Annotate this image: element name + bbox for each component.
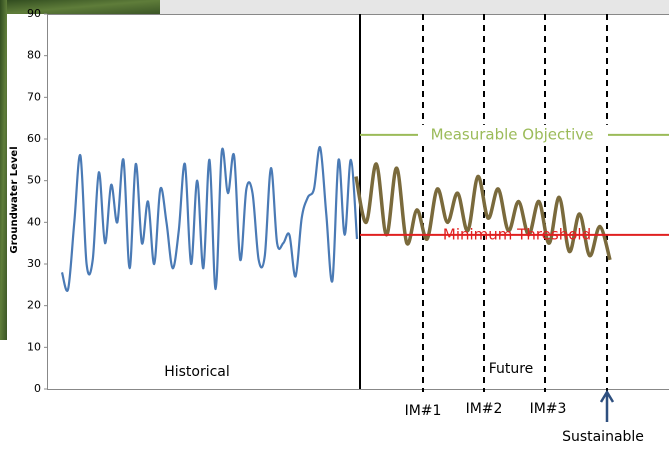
- end-label: Sustainable: [562, 429, 644, 445]
- arrow: [601, 392, 613, 422]
- y-axis-label: Groundwater Level: [9, 146, 20, 253]
- background-strip: [160, 0, 669, 14]
- background-image: [0, 0, 160, 14]
- period-label: Future: [489, 361, 534, 377]
- y-tick-label: 20: [27, 299, 41, 312]
- period-label: Historical: [164, 364, 230, 380]
- background-image: [0, 0, 7, 340]
- y-tick-label: 10: [27, 340, 41, 353]
- y-tick-label: 90: [27, 7, 41, 20]
- y-tick-label: 50: [27, 174, 41, 187]
- threshold-label: Minimum Threshold: [443, 225, 591, 243]
- y-tick-label: 0: [34, 382, 41, 395]
- y-tick-label: 30: [27, 257, 41, 270]
- y-tick-label: 40: [27, 215, 41, 228]
- chart: Groundwater Level Historical Future IM#1…: [0, 0, 669, 452]
- plot-area: [48, 15, 669, 390]
- threshold-label: Measurable Objective: [431, 125, 594, 143]
- y-tick-label: 70: [27, 90, 41, 103]
- y-tick-label: 60: [27, 132, 41, 145]
- y-tick-label: 80: [27, 49, 41, 62]
- milestone-label: IM#3: [530, 401, 567, 417]
- milestone-label: IM#1: [405, 403, 442, 419]
- milestone-label: IM#2: [466, 401, 503, 417]
